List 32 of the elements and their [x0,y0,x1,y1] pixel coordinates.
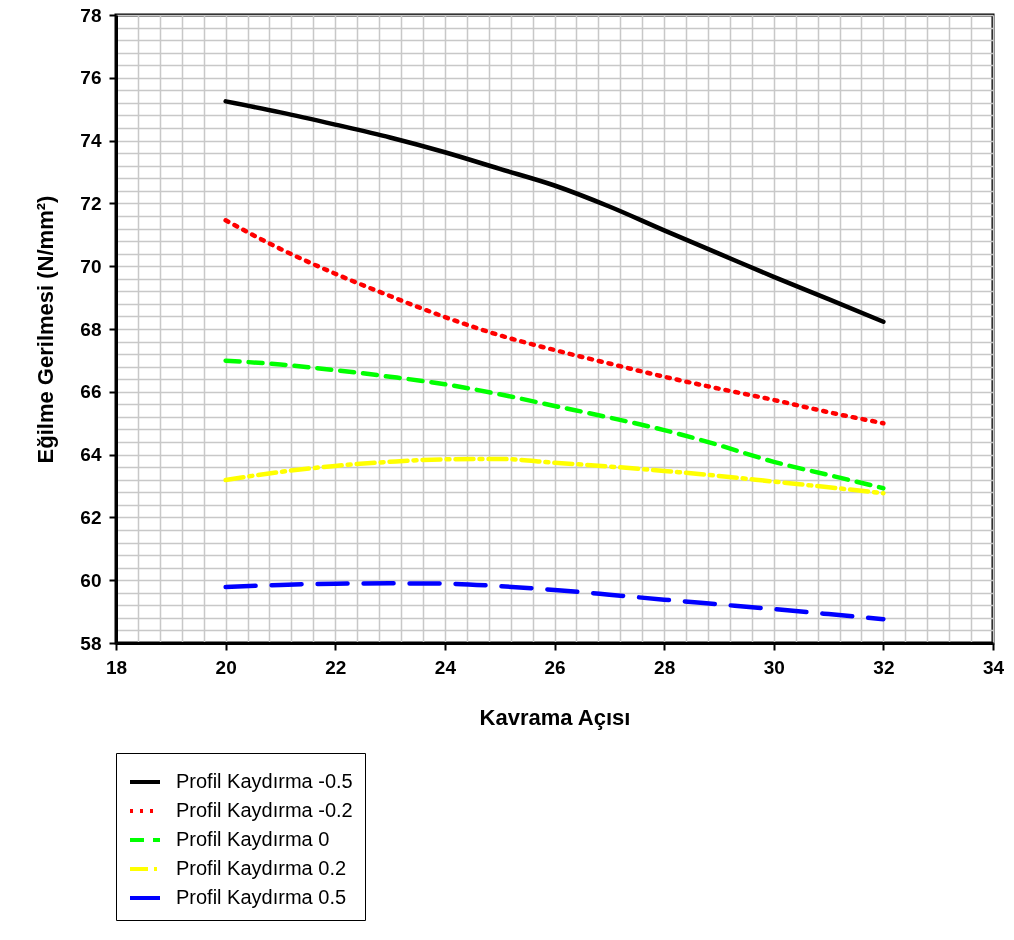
line-series [223,456,886,496]
line-series [223,218,886,426]
y-tick-label: 70 [80,255,102,277]
y-tick-label: 60 [80,569,102,591]
line-series [223,99,886,325]
x-axis-title: Kavrama Açısı [479,704,631,730]
y-tick-label: 62 [80,506,102,528]
x-tick-label: 30 [763,656,785,678]
x-tick-label: 20 [215,656,237,678]
x-tick-label: 18 [105,656,128,678]
legend-label: Profil Kaydırma 0 [176,828,330,850]
x-tick-label: 26 [544,656,566,678]
legend-label: Profil Kaydırma 0.2 [176,857,347,879]
legend-label: Profil Kaydırma -0.5 [176,770,353,792]
y-tick-label: 74 [80,130,102,152]
legend-label: Profil Kaydırma 0.5 [176,886,347,908]
y-tick-label: 68 [80,318,102,340]
x-tick-label: 22 [325,656,347,678]
line-series [223,581,886,622]
y-tick-label: 58 [80,632,102,654]
x-tick-label: 34 [982,656,1005,678]
x-tick-label: 32 [873,656,895,678]
y-tick-label: 78 [80,4,102,26]
y-axis-title: Eğilme Gerilmesi (N/mm²) [33,195,59,464]
x-tick-label: 24 [434,656,457,678]
line-series [223,358,886,491]
legend-label: Profil Kaydırma -0.2 [176,799,353,821]
y-tick-label: 66 [80,381,102,403]
y-tick-label: 72 [80,192,102,214]
x-tick-label: 28 [654,656,676,678]
y-tick-label: 76 [80,67,102,89]
y-tick-label: 64 [80,444,102,466]
